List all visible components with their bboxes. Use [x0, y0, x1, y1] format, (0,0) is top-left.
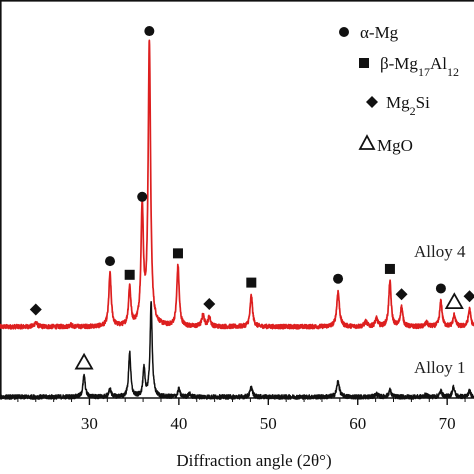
x-axis-title: Diffraction angle (2θ°): [176, 451, 331, 470]
x-tick-label-70: 70: [439, 414, 456, 433]
peak-marker-triangle-open-mgo: [444, 292, 464, 310]
legend-square-icon: [359, 58, 369, 68]
peak-marker-square-beta-mg17al12: [172, 248, 183, 259]
series-label-alloy-4: Alloy 4: [414, 242, 466, 261]
peak-marker-circle-alpha-mg: [105, 256, 116, 267]
x-tick-label-60: 60: [349, 414, 366, 433]
peak-marker-circle-alpha-mg: [333, 273, 344, 284]
peak-marker-square-beta-mg17al12: [124, 269, 135, 280]
x-tick-label-40: 40: [170, 414, 187, 433]
x-ticks: 30 40 50 60 70: [17, 398, 466, 433]
peak-marker-square-beta-mg17al12: [384, 263, 395, 274]
series-line-alloy-4: [0, 39, 474, 330]
peak-marker-circle-alpha-mg: [144, 26, 155, 37]
series-line-alloy-1: [0, 300, 474, 400]
peak-marker-diamond-mg2si: [463, 290, 474, 303]
peak-marker-circle-alpha-mg: [137, 191, 148, 202]
peak-marker-diamond-mg2si: [203, 298, 216, 311]
x-tick-label-50: 50: [260, 414, 277, 433]
legend: α-Mg β-Mg17Al12 Mg2Si MgO: [339, 23, 459, 155]
peak-marker-square-beta-mg17al12: [246, 277, 257, 288]
x-tick-label-30: 30: [81, 414, 98, 433]
legend-mgo: MgO: [377, 136, 413, 155]
legend-mg2si: Mg2Si: [386, 93, 430, 118]
peak-marker-diamond-mg2si: [395, 288, 408, 301]
series-layer: [0, 39, 474, 400]
series-label-alloy-1: Alloy 1: [414, 358, 465, 377]
peak-marker-triangle-open-mgo: [74, 352, 94, 370]
legend-triangle-icon: [358, 134, 376, 150]
legend-circle-icon: [339, 27, 349, 37]
peak-marker-diamond-mg2si: [29, 303, 42, 316]
peak-marker-circle-alpha-mg: [435, 283, 446, 294]
legend-diamond-icon: [366, 96, 378, 108]
legend-beta-mg17al12: β-Mg17Al12: [380, 54, 459, 79]
peak-markers: [29, 26, 474, 370]
legend-alpha-mg: α-Mg: [360, 23, 399, 42]
